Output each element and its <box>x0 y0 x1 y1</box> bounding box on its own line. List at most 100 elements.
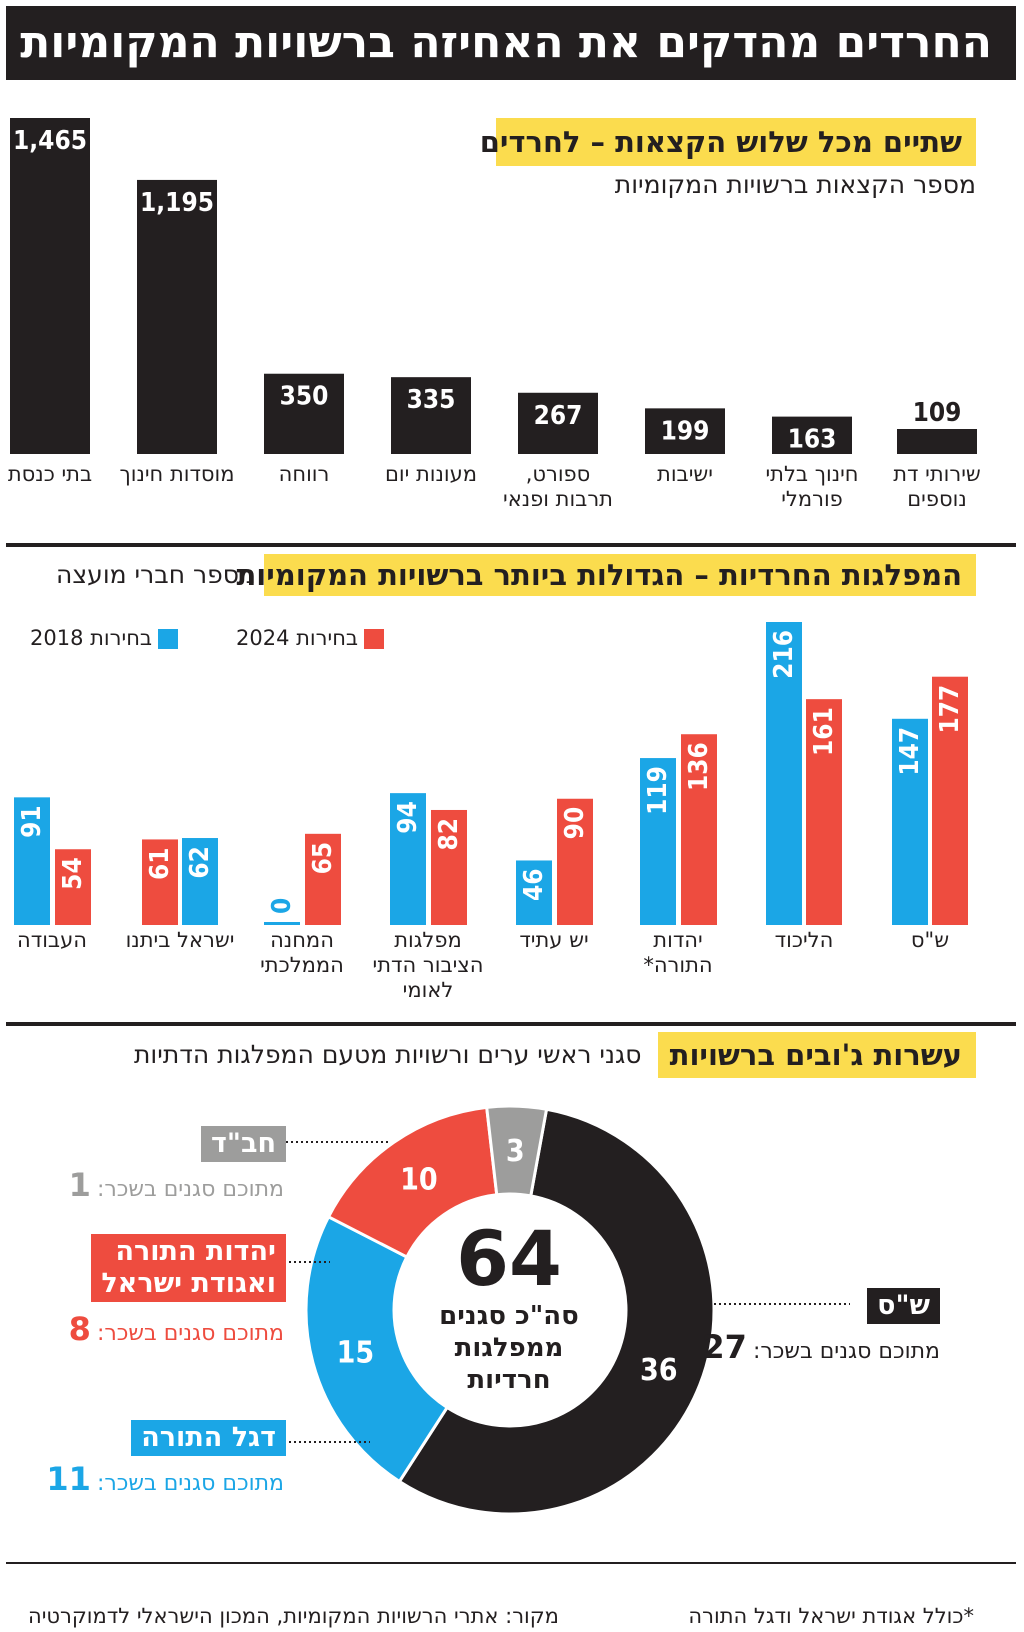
bar-2024 <box>681 734 717 925</box>
label-utj-line: יהדות התורה <box>115 1236 276 1267</box>
party-category-label: העבודה <box>17 928 87 952</box>
bar-2024 <box>305 833 341 925</box>
paid-degel-prefix: מתוכם סגנים בשכר: <box>96 1471 284 1496</box>
label-agudat-line: ואגודת ישראל <box>101 1268 276 1299</box>
allocation-category-label: בתי כנסת <box>7 462 93 486</box>
donut-slice-value: 10 <box>400 1162 438 1197</box>
party-category-label: המחנה הממלכתי <box>260 928 344 977</box>
paid-utj-prefix: מתוכם סגנים בשכר: <box>96 1321 284 1346</box>
label-chabad: חב"ד <box>201 1126 286 1162</box>
bar-2024 <box>557 798 593 925</box>
bar-2018 <box>182 838 218 925</box>
footer-divider <box>6 1562 1016 1564</box>
legend-swatch-red <box>364 629 385 649</box>
paid-shas-prefix: מתוכם סגנים בשכר: <box>752 1339 940 1364</box>
bar-2018 <box>264 922 300 925</box>
value-label-2024: 177 <box>935 685 965 734</box>
legend-2018: בחירות 2018 <box>30 626 179 650</box>
value-label-2018: 147 <box>895 727 925 776</box>
paid-degel-value: 11 <box>46 1460 91 1498</box>
allocation-category-label: מוסדות חינוך <box>119 462 235 486</box>
donut-label-2: ממפלגות <box>454 1333 564 1363</box>
bar-2024 <box>55 849 91 925</box>
legend-2024: בחירות 2024 <box>236 626 385 650</box>
label-shas: ש"ס <box>867 1288 940 1324</box>
bar-2018 <box>390 793 426 925</box>
value-label-2018: 119 <box>643 766 673 815</box>
value-label-2018: 94 <box>393 801 423 834</box>
donut-slice-value: 15 <box>337 1335 375 1370</box>
paid-degel: מתוכם סגנים בשכר:11 <box>46 1460 284 1498</box>
bar-2018 <box>14 797 50 925</box>
label-utj-agudat: יהדות התורה ואגודת ישראל <box>91 1234 286 1302</box>
value-label-2018: 91 <box>17 805 47 838</box>
allocation-value-label: 199 <box>661 416 710 446</box>
allocation-value-label: 109 <box>913 398 962 428</box>
council-members-bar-chart: 147 177 216 161 119 136 46 90 94 82 0 65 62 61 91 54 <box>14 622 968 925</box>
legend-2024-label: בחירות 2024 <box>236 626 359 650</box>
value-label-2018: 216 <box>769 630 799 679</box>
bar-2018 <box>640 758 676 925</box>
paid-shas: מתוכם סגנים בשכר:27 <box>702 1328 940 1366</box>
allocation-bar <box>10 118 90 454</box>
allocation-bar <box>264 373 344 454</box>
party-category-label: ש"ס <box>910 928 950 952</box>
section1-subtitle: מספר הקצאות ברשויות המקומיות <box>614 170 976 199</box>
section2-title: המפלגות החרדיות – הגדולות ביותר ברשויות … <box>236 554 976 596</box>
value-label-2024: 65 <box>308 842 338 875</box>
bar-2018 <box>766 622 802 925</box>
allocation-bar <box>518 392 598 454</box>
donut-slice <box>485 1104 549 1198</box>
allocation-bar <box>772 416 852 454</box>
legend-2018-label: בחירות 2018 <box>30 626 153 650</box>
donut-slice <box>304 1214 450 1484</box>
party-category-label: יש עתיד <box>519 928 589 952</box>
donut-total: 64 <box>456 1214 562 1303</box>
allocation-bar <box>897 429 977 454</box>
allocation-category-label: שירותי דת נוספים <box>893 462 981 511</box>
deputies-donut-chart: 36 15 10 3 <box>284 1104 850 1516</box>
party-category-label: מפלגות הציבור הדתי לאומי <box>372 928 484 1002</box>
bar-2024 <box>431 809 467 925</box>
allocation-category-label: רווחה <box>278 462 330 486</box>
value-label-2024: 61 <box>145 847 175 880</box>
value-label-2024: 161 <box>809 707 839 756</box>
section-divider-2 <box>6 1022 1016 1026</box>
allocations-bar-chart: 1,465 1,195 350 335 267 199 163 109 <box>10 118 977 455</box>
bar-2024 <box>142 839 178 925</box>
paid-utj-value: 8 <box>68 1310 91 1348</box>
paid-utj-agudat: מתוכם סגנים בשכר:8 <box>69 1310 284 1348</box>
source-note: מקור: אתרי הרשויות המקומיות, המכון הישרא… <box>28 1604 559 1628</box>
value-label-2018: 0 <box>267 898 297 914</box>
bar-2024 <box>806 699 842 925</box>
allocation-category-label: ספורט, תרבות ופנאי <box>503 462 613 511</box>
paid-shas-value: 27 <box>702 1328 747 1366</box>
footnote: *כולל אגודת ישראל ודגל התורה <box>688 1604 974 1628</box>
donut-center: 64 סה"כ סגנים ממפלגות חרדיות <box>404 1218 614 1396</box>
donut-label-3: חרדיות <box>467 1365 551 1395</box>
value-label-2024: 136 <box>684 742 714 791</box>
label-degel: דגל התורה <box>131 1420 286 1456</box>
donut-label-1: סה"כ סגנים <box>439 1301 579 1331</box>
allocation-bar <box>391 377 471 454</box>
legend-swatch-blue <box>158 629 179 649</box>
party-category-label: ישראל ביתנו <box>125 928 235 952</box>
allocation-value-label: 350 <box>280 382 329 412</box>
allocation-category-label: חינוך בלתי פורמלי <box>765 462 859 511</box>
value-label-2024: 82 <box>434 818 464 851</box>
donut-slice-value: 3 <box>506 1134 525 1169</box>
allocation-value-label: 1,195 <box>140 188 214 218</box>
allocation-bar <box>645 408 725 454</box>
value-label-2018: 46 <box>519 868 549 901</box>
page-title: החרדים מהדקים את האחיזה ברשויות המקומיות <box>6 6 1016 80</box>
party-category-label: הליכוד <box>774 928 834 952</box>
paid-chabad: מתוכם סגנים בשכר:1 <box>69 1166 284 1204</box>
allocation-category-label: ישיבות <box>657 462 713 486</box>
section2-subtitle: מספר חברי מועצה <box>56 560 256 589</box>
bar-2018 <box>892 718 928 925</box>
party-category-label: יהדות התורה* <box>643 928 713 977</box>
bar-2018 <box>516 860 552 925</box>
allocation-bar <box>137 179 217 454</box>
section3-title: עשרות ג'ובים ברשויות <box>658 1032 976 1078</box>
donut-slice-value: 36 <box>640 1353 678 1388</box>
